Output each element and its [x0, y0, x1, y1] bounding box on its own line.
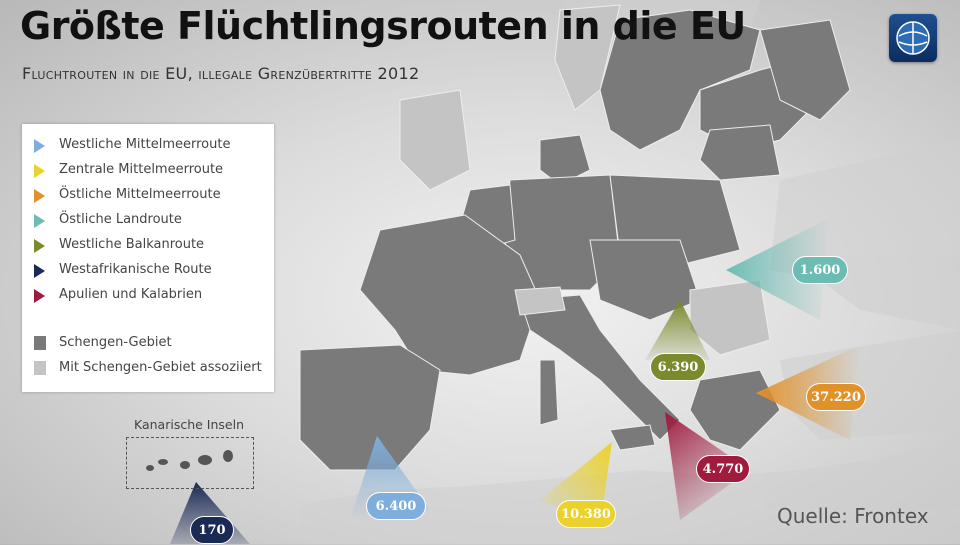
legend-label: Westliche Mittelmeerroute: [59, 137, 231, 152]
canary-islands: [146, 450, 233, 471]
area-swatch: [34, 336, 46, 350]
route-cone-oestliche-landroute: [726, 218, 830, 320]
route-badge-westliche-mittelmeerroute: 6.400: [366, 492, 426, 520]
route-triangle-icon: [34, 214, 45, 228]
canary-islands-inset: [126, 437, 254, 489]
legend-label: Zentrale Mittelmeerroute: [59, 162, 224, 177]
schengen-area: [299, 9, 851, 471]
route-badge-westafrikanische-route: 170: [190, 516, 234, 544]
route-badge-apulien-kalabrien: 4.770: [696, 455, 750, 483]
legend-label: Schengen-Gebiet: [59, 335, 172, 350]
source-credit: Quelle: Frontex: [777, 504, 929, 528]
route-badge-oestliche-mittelmeerroute: 37.220: [806, 383, 866, 411]
route-triangle-icon: [34, 164, 45, 178]
route-triangle-icon: [34, 239, 45, 253]
canary-islands-label: Kanarische Inseln: [134, 417, 245, 432]
route-badge-zentrale-mittelmeerroute: 10.380: [556, 500, 616, 528]
area-swatch: [34, 361, 46, 375]
legend-label: Westliche Balkanroute: [59, 237, 205, 252]
route-badge-westliche-balkanroute: 6.390: [650, 353, 706, 381]
route-triangle-icon: [34, 264, 45, 278]
legend-label: Westafrikanische Route: [59, 262, 212, 277]
legend-label: Östliche Mittelmeerroute: [59, 187, 221, 202]
legend-label: Östliche Landroute: [59, 212, 182, 227]
tagesschau-logo-icon: [889, 14, 937, 62]
route-cone-westliche-balkanroute: [645, 300, 710, 360]
legend-label: Apulien und Kalabrien: [59, 287, 203, 302]
schengen-associated-area: [399, 4, 771, 356]
route-triangle-icon: [34, 289, 45, 303]
route-badge-oestliche-landroute: 1.600: [792, 256, 848, 284]
legend-label: Mit Schengen-Gebiet assoziiert: [59, 360, 262, 375]
route-triangle-icon: [34, 139, 45, 153]
page-title: Größte Flüchtlingsrouten in die EU: [20, 4, 746, 48]
page-subtitle: Fluchtrouten in die EU, illegale Grenzüb…: [22, 64, 420, 83]
map-legend: Westliche Mittelmeerroute Zentrale Mitte…: [22, 124, 274, 392]
route-triangle-icon: [34, 189, 45, 203]
